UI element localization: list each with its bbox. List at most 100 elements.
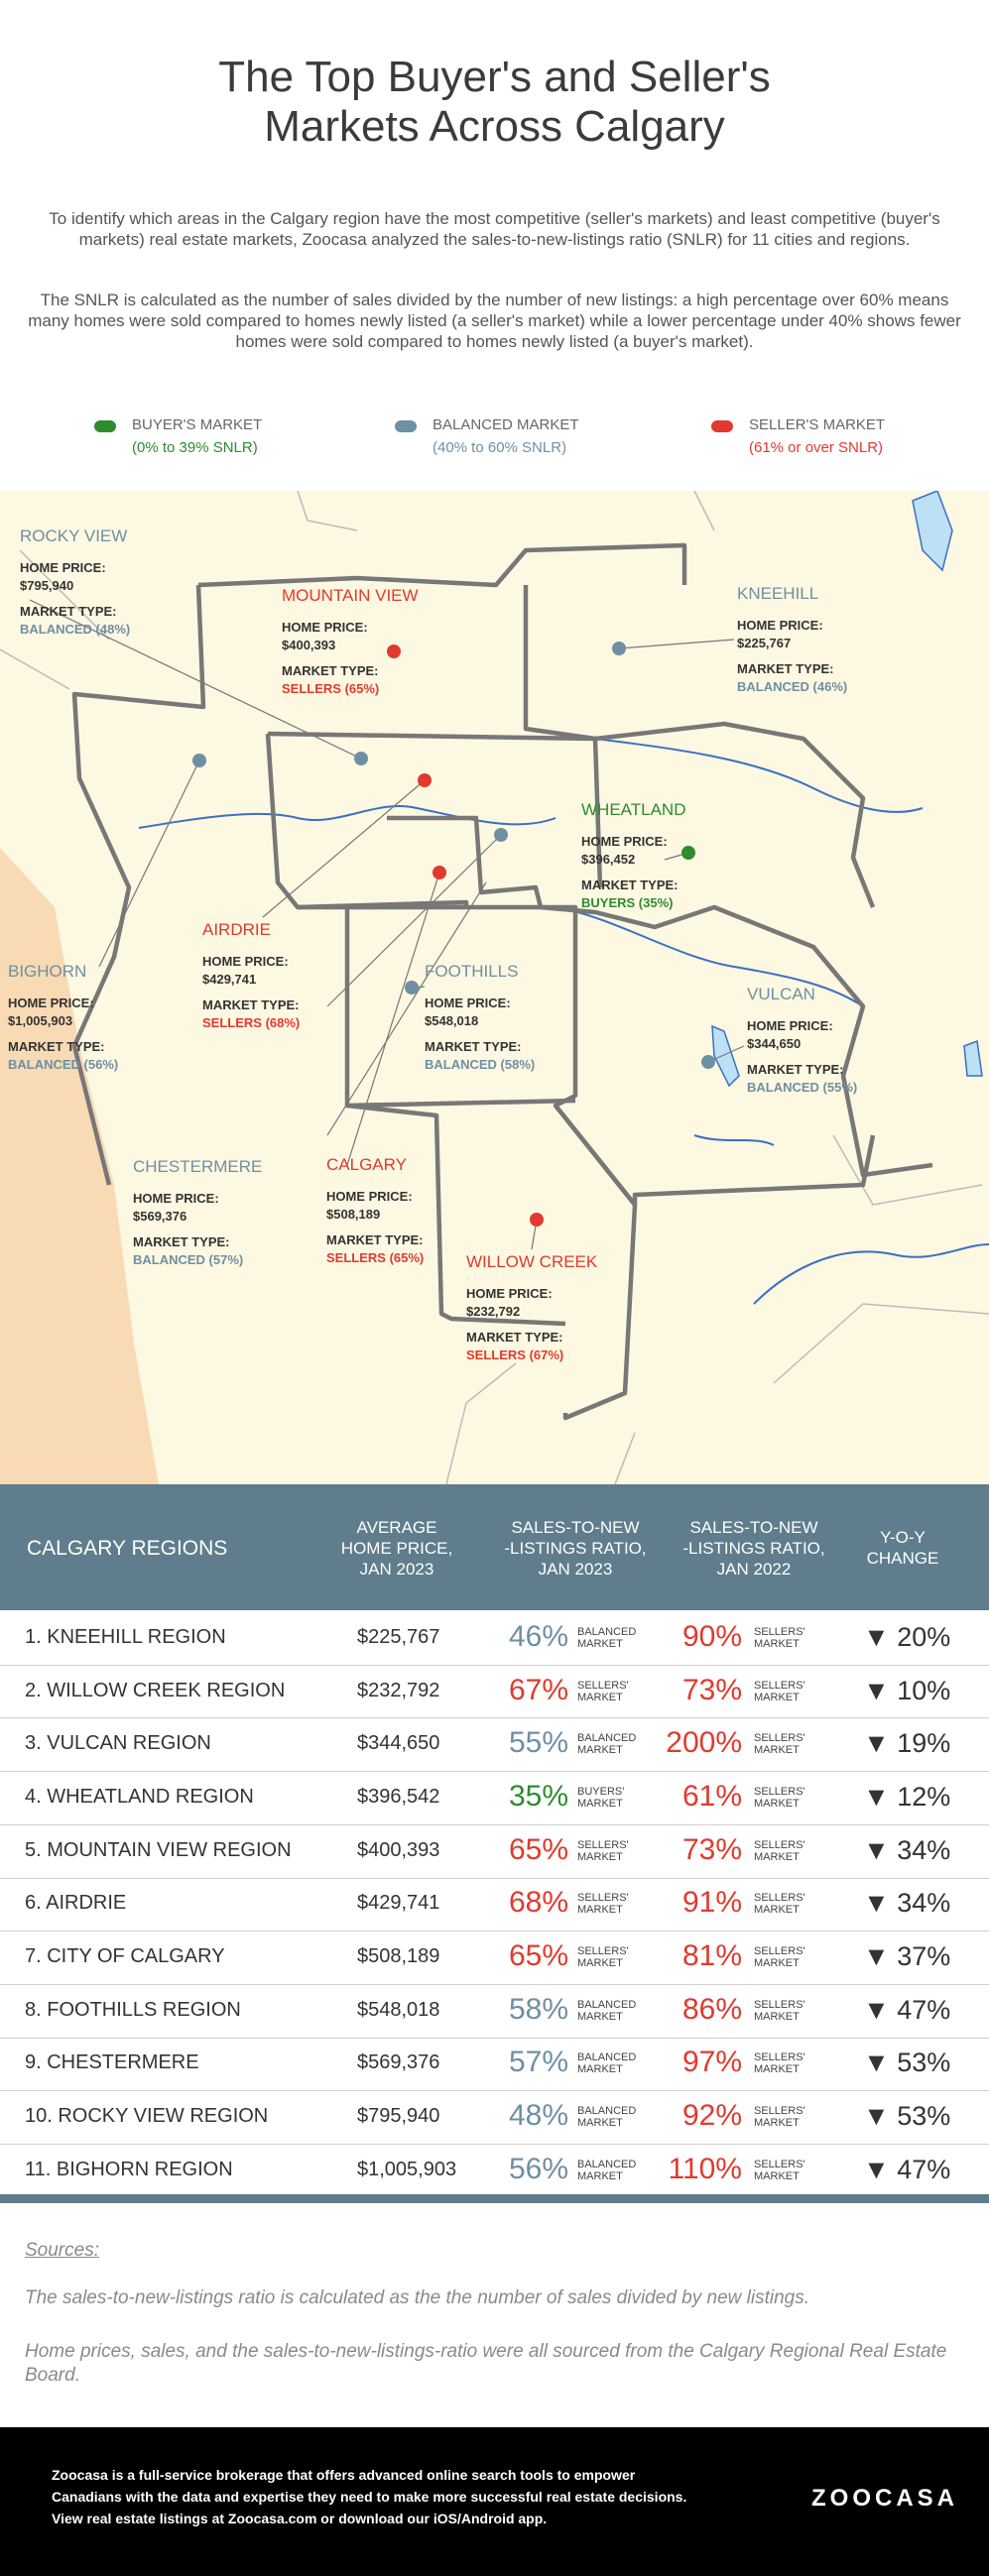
dot [387, 644, 401, 658]
footer-text: View real estate listings at Zoocasa.com… [52, 2511, 548, 2526]
map-type-label: MARKET TYPE: [326, 1232, 424, 1247]
map-type: SELLERS (68%) [202, 1015, 301, 1030]
snlr-2022: 73% [681, 1673, 742, 1706]
market-2023: BUYERS' MARKET [577, 1785, 625, 1810]
snlr-2022: 91% [681, 1886, 742, 1920]
source-note: Home prices, sales, and the sales-to-new… [25, 2341, 947, 2386]
column-header: CALGARY REGIONS [27, 1536, 228, 1560]
legend-label: BUYER'S MARKET [132, 416, 263, 433]
yoy-change: ▼ 34% [863, 1888, 951, 1919]
map-type: BALANCED (56%) [8, 1057, 119, 1072]
market-2023: BALANCED MARKET [577, 1732, 637, 1757]
snlr-2023: 57% [508, 2046, 568, 2079]
home-price: $429,741 [357, 1892, 440, 1915]
yoy-change: ▼ 19% [863, 1728, 951, 1759]
rivers [138, 738, 989, 1305]
map-price-label: HOME PRICE: [581, 834, 668, 849]
region-name: 11. BIGHORN REGION [25, 2158, 233, 2180]
sources-heading: Sources: [25, 2240, 99, 2261]
column-header: JAN 2023 [538, 1559, 613, 1579]
lakes [711, 491, 983, 1088]
snlr-2022: 61% [681, 1779, 742, 1813]
legend-label: SELLER'S MARKET [749, 416, 886, 433]
snlr-2023: 35% [508, 1779, 568, 1813]
dot [612, 642, 626, 655]
column-header: CHANGE [866, 1549, 939, 1568]
snlr-2023: 56% [508, 2152, 568, 2185]
home-price: $225,767 [357, 1625, 440, 1648]
market-2022: SELLERS' MARKET [754, 1945, 805, 1970]
market-2022: SELLERS' MARKET [754, 1679, 805, 1703]
dot [418, 773, 432, 787]
map-type: BALANCED (55%) [747, 1080, 858, 1095]
legend-range: (61% or over SNLR) [749, 439, 884, 456]
snlr-2023: 67% [508, 1673, 568, 1706]
market-2023: BALANCED MARKET [577, 2051, 637, 2076]
snlr-2022: 90% [681, 1619, 742, 1653]
row-divider [0, 1931, 989, 1932]
market-2023: SELLERS' MARKET [577, 1892, 629, 1917]
legend-label: BALANCED MARKET [433, 416, 579, 433]
map-region-name: KNEEHILL [737, 584, 819, 603]
row-divider [0, 2037, 989, 2039]
row-divider [0, 1717, 989, 1719]
dot [681, 846, 695, 860]
map-region-name: AIRDRIE [202, 920, 271, 939]
legend-swatch [94, 420, 116, 432]
column-header: HOME PRICE, [340, 1538, 453, 1558]
snlr-2022: 73% [681, 1832, 742, 1866]
map-type-label: MARKET TYPE: [747, 1062, 844, 1077]
dot [433, 866, 446, 879]
market-2023: BALANCED MARKET [577, 1625, 637, 1650]
snlr-2023: 65% [508, 1939, 568, 1973]
source-note: The sales-to-new-listings ratio is calcu… [25, 2287, 809, 2308]
map-price-label: HOME PRICE: [282, 620, 368, 635]
market-2023: SELLERS' MARKET [577, 1945, 629, 1970]
region-name: 3. VULCAN REGION [25, 1732, 211, 1755]
row-divider [0, 1983, 989, 1985]
snlr-2023: 46% [508, 1619, 568, 1653]
footer [0, 2427, 989, 2576]
market-2023: BALANCED MARKET [577, 1998, 637, 2023]
yoy-change: ▼ 10% [863, 1675, 951, 1705]
snlr-2022: 92% [681, 2099, 742, 2133]
home-price: $548,018 [357, 1998, 440, 2021]
region-name: 7. CITY OF CALGARY [25, 1945, 225, 1968]
region-name: 10. ROCKY VIEW REGION [25, 2105, 269, 2128]
map-price: $569,376 [133, 1209, 187, 1224]
table-bottom-bar [0, 2194, 989, 2203]
market-2022: SELLERS' MARKET [754, 2105, 805, 2130]
map-price: $1,005,903 [8, 1013, 73, 1028]
map-price-label: HOME PRICE: [20, 560, 106, 575]
snlr-2022: 97% [681, 2046, 742, 2079]
market-2022: SELLERS' MARKET [754, 1625, 805, 1650]
column-header: JAN 2023 [359, 1559, 434, 1579]
legend-range: (40% to 60% SNLR) [433, 439, 567, 456]
bighorn-area [0, 848, 159, 1484]
region-name: 1. KNEEHILL REGION [25, 1625, 226, 1648]
map-type-label: MARKET TYPE: [581, 878, 679, 892]
snlr-note: The SNLR is calculated as the number of … [28, 291, 961, 351]
map-region-name: WHEATLAND [581, 800, 686, 819]
region-dots [192, 642, 715, 1227]
snlr-2022: 86% [681, 1992, 742, 2026]
map-region-name: WILLOW CREEK [466, 1252, 598, 1271]
map-type-label: MARKET TYPE: [8, 1039, 105, 1054]
yoy-change: ▼ 12% [863, 1781, 951, 1812]
market-2022: SELLERS' MARKET [754, 1838, 805, 1863]
minor-boundaries [0, 491, 989, 1484]
row-divider [0, 1771, 989, 1773]
map-price-label: HOME PRICE: [133, 1191, 219, 1206]
dot [494, 828, 508, 842]
map-price: $508,189 [326, 1207, 381, 1222]
map-region-name: VULCAN [747, 985, 815, 1003]
row-divider [0, 1877, 989, 1879]
snlr-2023: 55% [508, 1726, 568, 1760]
yoy-change: ▼ 53% [863, 2048, 951, 2078]
yoy-change: ▼ 53% [863, 2101, 951, 2132]
market-2022: SELLERS' MARKET [754, 2158, 805, 2182]
home-price: $569,376 [357, 2051, 440, 2074]
market-2022: SELLERS' MARKET [754, 2051, 805, 2076]
column-header: -LISTINGS RATIO, [504, 1538, 647, 1558]
